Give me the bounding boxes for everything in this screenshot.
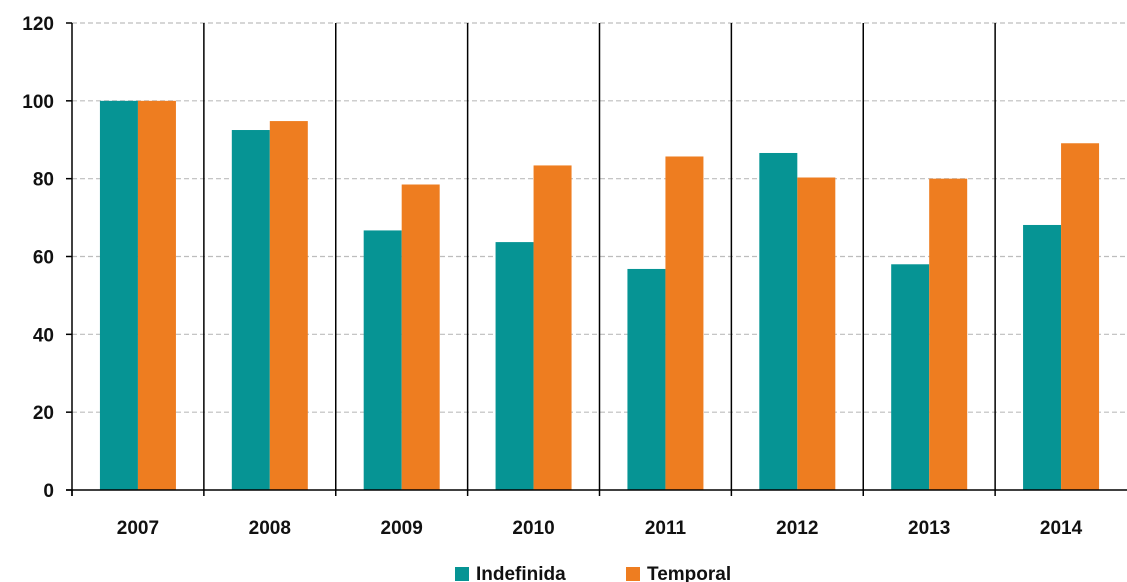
x-axis-ticks: 2007 2008 2009 2010 2011 2012 2013 2014 <box>71 490 1083 539</box>
x-tick-label: 2012 <box>776 518 818 539</box>
y-tick-label: 0 <box>43 481 54 502</box>
y-tick-label: 40 <box>33 325 54 346</box>
bar-temporal-2010 <box>533 165 572 490</box>
y-tick-label: 60 <box>33 248 54 269</box>
legend-label-indefinida: Indefinida <box>476 564 566 582</box>
bar-temporal-2007 <box>137 100 176 490</box>
x-tick-label: 2013 <box>908 518 950 539</box>
bar-indefinida-2007 <box>99 100 138 490</box>
legend-swatch-temporal <box>626 567 640 581</box>
y-tick-label: 80 <box>33 170 54 191</box>
axes-group <box>66 23 1127 496</box>
bar-temporal-2014 <box>1061 143 1100 490</box>
bar-indefinida-2011 <box>627 268 666 490</box>
legend-swatch-indefinida <box>455 567 469 581</box>
legend-label-temporal: Temporal <box>647 564 731 582</box>
bar-temporal-2008 <box>269 121 308 490</box>
bars-group <box>99 100 1100 491</box>
legend: Indefinida Temporal <box>455 564 731 582</box>
bar-indefinida-2012 <box>759 152 798 490</box>
bar-temporal-2013 <box>929 178 968 490</box>
bar-indefinida-2013 <box>891 264 930 490</box>
y-tick-label: 20 <box>33 403 54 424</box>
bar-indefinida-2009 <box>363 230 402 490</box>
bar-indefinida-2010 <box>495 242 534 490</box>
y-axis-ticks: 0 20 40 60 80 100 120 <box>22 14 72 502</box>
grid-lines <box>72 22 1127 490</box>
y-tick-label: 100 <box>22 92 54 113</box>
x-tick-label: 2011 <box>645 518 687 539</box>
bar-temporal-2012 <box>797 177 836 491</box>
x-tick-label: 2008 <box>249 518 291 539</box>
bar-indefinida-2008 <box>231 130 270 491</box>
x-tick-label: 2009 <box>381 518 423 539</box>
x-tick-label: 2010 <box>512 518 554 539</box>
bar-temporal-2009 <box>401 184 440 491</box>
x-tick-label: 2014 <box>1040 518 1083 539</box>
bar-indefinida-2014 <box>1023 224 1062 491</box>
x-tick-label: 2007 <box>117 518 159 539</box>
y-tick-label: 120 <box>22 14 54 35</box>
bar-temporal-2011 <box>665 156 704 490</box>
